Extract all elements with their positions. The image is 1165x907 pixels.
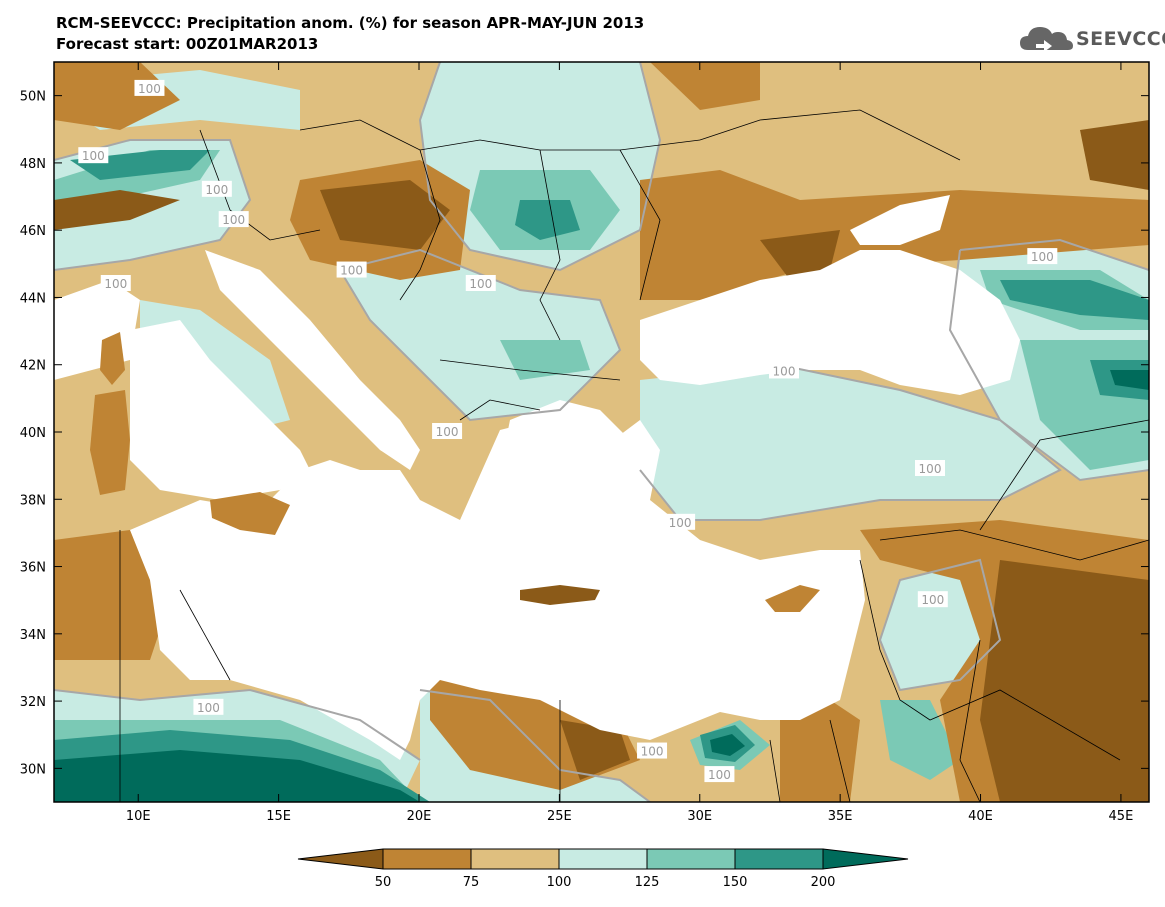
y-tick-label: 38N bbox=[20, 493, 46, 508]
logo-text: SEEVCCC bbox=[1076, 28, 1165, 50]
colorbar-label: 50 bbox=[375, 875, 392, 890]
y-tick-label: 32N bbox=[20, 695, 46, 710]
contour-labels: 100 100 100 100 100 100 100 100 100 100 100 100 100 1… bbox=[78, 79, 1058, 783]
axis-ticks: 10E 15E 20E 25E 30E 35E 40E 45E 50N 48N 46N 44N 42N 4… bbox=[20, 62, 1149, 824]
contour-label-bg bbox=[100, 275, 131, 291]
aegean-sea bbox=[500, 400, 640, 560]
y-tick-label: 48N bbox=[20, 157, 46, 172]
colorbar-segment bbox=[822, 848, 909, 870]
x-tick-label: 25E bbox=[547, 809, 572, 824]
x-tick-label: 35E bbox=[828, 809, 853, 824]
y-tick-label: 36N bbox=[20, 561, 46, 576]
x-tick-label: 30E bbox=[687, 809, 712, 824]
tyrrhenian-sea bbox=[130, 320, 310, 500]
contour-label: 100 bbox=[921, 593, 944, 607]
azov-sea bbox=[850, 195, 950, 245]
contour-label-bg bbox=[201, 180, 232, 197]
colorbar-label: 150 bbox=[723, 875, 748, 890]
contour-label: 100 bbox=[708, 768, 731, 782]
crete bbox=[520, 585, 600, 605]
contour-label-bg bbox=[1027, 248, 1058, 265]
contour-label-bg bbox=[134, 79, 165, 96]
corsica bbox=[100, 332, 125, 385]
contour-label: 100 bbox=[469, 277, 492, 291]
contour-label: 100 bbox=[138, 82, 161, 96]
y-tick-label: 50N bbox=[20, 90, 46, 105]
contour-label-bg bbox=[917, 591, 948, 608]
contour-label-bg bbox=[769, 362, 799, 379]
black-sea bbox=[640, 250, 1020, 395]
contour-label: 100 bbox=[104, 277, 127, 291]
colorbar-segment bbox=[734, 848, 824, 870]
y-tick-label: 40N bbox=[20, 426, 46, 441]
y-tick-label: 30N bbox=[20, 762, 46, 777]
colorbar-label: 200 bbox=[811, 875, 836, 890]
forecast-start: Forecast start: 00Z01MAR2013 bbox=[56, 35, 319, 53]
contour-label: 100 bbox=[641, 745, 664, 759]
x-tick-label: 15E bbox=[266, 809, 291, 824]
cloud-icon bbox=[1020, 27, 1073, 52]
x-tick-label: 10E bbox=[126, 809, 151, 824]
sicily bbox=[210, 492, 290, 535]
contour-label-bg bbox=[336, 261, 367, 278]
contour-label: 100 bbox=[436, 425, 459, 439]
contour-label: 100 bbox=[669, 516, 692, 530]
contour-label: 100 bbox=[222, 213, 245, 227]
contour-label-bg bbox=[218, 211, 249, 228]
contour-label-bg bbox=[193, 698, 224, 715]
y-tick-label: 46N bbox=[20, 224, 46, 239]
contour-label-bg bbox=[432, 423, 463, 439]
contour-label-bg bbox=[637, 742, 668, 759]
colorbar-segment bbox=[558, 848, 648, 870]
contour-label-bg bbox=[915, 460, 945, 476]
cyprus bbox=[765, 585, 820, 612]
colorbar-segment bbox=[470, 848, 560, 870]
contour-label: 100 bbox=[1031, 250, 1054, 264]
contour-label: 100 bbox=[773, 364, 796, 378]
colorbar: 50 75 100 125 150 200 bbox=[297, 848, 909, 890]
x-tick-label: 40E bbox=[968, 809, 993, 824]
x-tick-label: 20E bbox=[407, 809, 432, 824]
colorbar-segment bbox=[382, 848, 472, 870]
contour-label-bg bbox=[78, 147, 109, 164]
x-tick-label: 45E bbox=[1109, 809, 1134, 824]
seevccc-logo: SEEVCCC bbox=[1018, 22, 1165, 56]
contour-label: 100 bbox=[205, 183, 228, 197]
colorbar-label: 125 bbox=[635, 875, 660, 890]
y-tick-label: 34N bbox=[20, 628, 46, 643]
colorbar-label: 100 bbox=[547, 875, 572, 890]
y-tick-label: 44N bbox=[20, 291, 46, 306]
map-title: RCM-SEEVCCC: Precipitation anom. (%) for… bbox=[56, 14, 645, 32]
contour-label: 100 bbox=[340, 264, 363, 278]
contour-label-bg bbox=[704, 766, 735, 783]
contour-label: 100 bbox=[82, 149, 105, 163]
sardinia bbox=[90, 390, 130, 495]
contour-label-bg bbox=[665, 513, 696, 530]
colorbar-segment bbox=[297, 848, 384, 870]
adriatic-sea bbox=[205, 250, 420, 470]
y-tick-label: 42N bbox=[20, 359, 46, 374]
colorbar-label: 75 bbox=[463, 875, 480, 890]
contour-label: 100 bbox=[919, 462, 942, 476]
contour-label: 100 bbox=[197, 701, 220, 715]
contour-label-bg bbox=[465, 275, 496, 291]
mediterranean-sea bbox=[54, 420, 865, 760]
anomaly-field bbox=[54, 62, 1149, 802]
colorbar-segment bbox=[646, 848, 736, 870]
